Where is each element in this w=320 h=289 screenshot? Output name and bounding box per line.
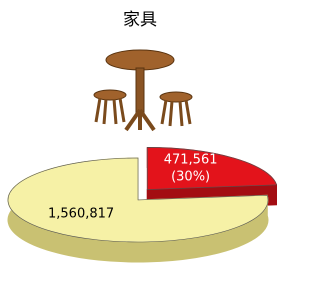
chart: 家具 471,561 (30%) 1,560,817 (0, 0, 277, 289)
furniture-icon (94, 50, 192, 130)
share-label: (30%) (171, 169, 210, 184)
value-label: 471,561 (164, 152, 218, 167)
value-label: 1,560,817 (48, 207, 114, 222)
chart-title: 家具 (123, 10, 157, 30)
